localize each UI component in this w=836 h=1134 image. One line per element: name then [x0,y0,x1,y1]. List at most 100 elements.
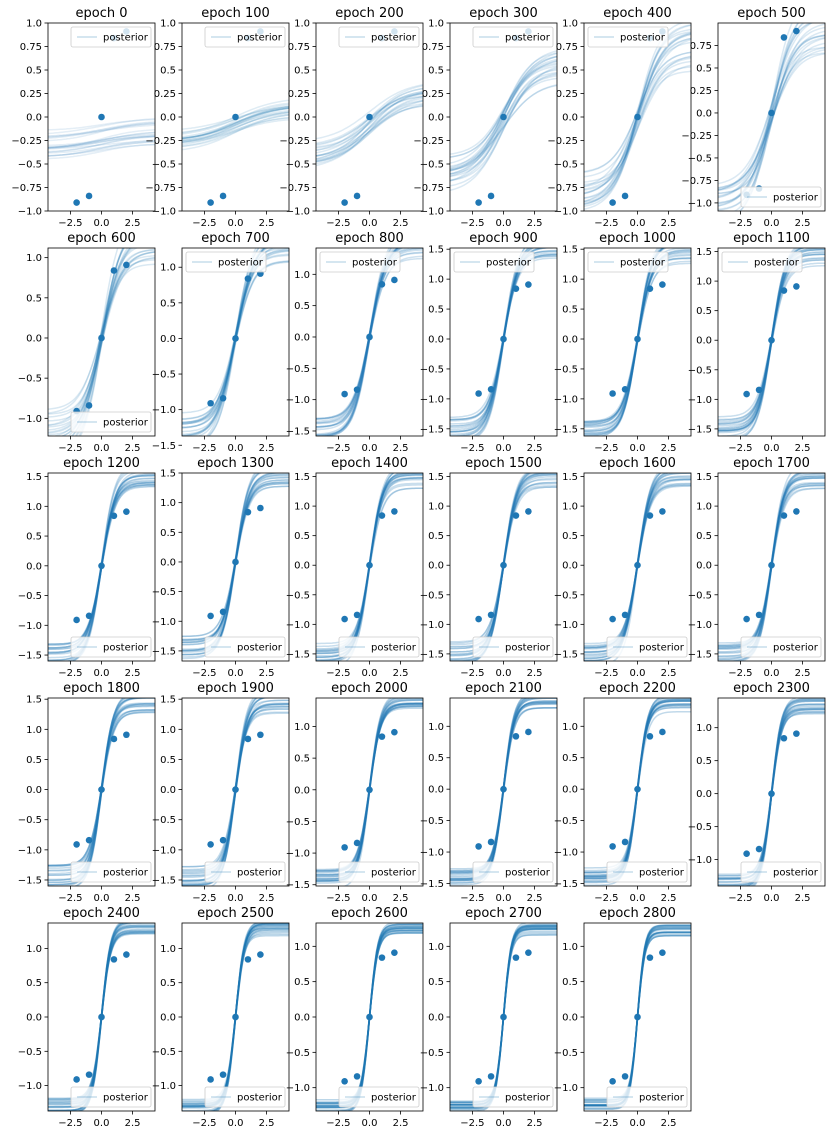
y-tick-label: −0.5 [152,370,176,381]
observed-point [487,611,495,619]
posterior-sample-line [182,107,289,140]
legend: posterior [606,861,688,883]
posterior-curves [450,50,557,192]
observed-point [110,512,118,520]
subplot: −2.5 0.0 2.5 −1.0 −0.75 −0.5 −0.25 0.0 0.25 0.5 0.… [413,6,558,229]
observed-point [219,394,227,402]
observed-point [85,612,93,620]
y-tick-label: 1.5 [696,247,712,258]
observed-point [123,951,130,958]
posterior-sample-line [316,103,423,160]
observed-point [525,281,532,288]
y-tick-label: −0.5 [420,364,444,375]
observed-point [341,1078,348,1085]
posterior-sample-line [48,122,155,139]
posterior-sample-line [48,133,155,147]
posterior-sample-line [584,66,691,183]
observed-point [73,616,80,624]
y-tick-label: 0.5 [294,531,310,542]
posterior-sample-line [718,23,814,191]
observed-point [110,735,118,743]
legend-label: posterior [237,1093,283,1104]
y-tick-label: −1.5 [18,875,42,886]
y-tick-label: 1.0 [160,263,176,274]
posterior-sample-line [718,49,825,191]
posterior-sample-line [48,134,155,148]
x-tick-label: 0.0 [496,218,512,229]
posterior-sample-line [738,23,825,211]
legend-label: posterior [486,258,532,269]
x-tick-label: 2.5 [125,218,141,229]
x-tick-label: 2.5 [527,668,543,679]
observed-point [512,954,520,961]
legend: posterior [70,1086,152,1108]
y-tick-label: −1.0 [688,620,712,631]
legend-label: posterior [103,33,149,44]
posterior-sample-line [316,477,423,661]
x-tick-label: 0.0 [630,893,646,904]
observed-point [512,733,520,740]
subplot-title: epoch 1300 [197,456,274,471]
y-tick-label: −0.5 [554,816,578,827]
observed-point [378,954,386,961]
x-tick-label: −2.5 [326,218,350,229]
x-tick-label: 2.5 [661,668,677,679]
observed-point [341,844,348,851]
y-tick-label: −1.5 [420,424,444,435]
observed-point [341,390,348,398]
y-tick-label: 0.0 [294,785,310,796]
x-tick-label: 0.0 [496,893,512,904]
subplot-title: epoch 100 [201,6,270,21]
posterior-sample-line [718,477,825,647]
posterior-sample-line [584,473,671,654]
posterior-sample-line [316,95,423,148]
x-tick-label: 2.5 [259,218,275,229]
y-tick-label: −1.0 [152,405,176,416]
posterior-sample-line [48,135,155,149]
y-tick-label: −0.5 [420,816,444,827]
legend-label: posterior [237,868,283,879]
observed-point [232,786,239,793]
observed-point [646,954,654,961]
posterior-sample-line [477,248,532,436]
subplot: −2.5 0.0 2.5 −1.5 −1.0 −0.5 0.0 0.5 1.0 1.5 epoch … [18,456,156,679]
x-tick-label: 0.0 [94,668,110,679]
y-tick-label: −0.75 [547,183,578,194]
legend: posterior [587,26,669,48]
y-tick-label: 1.0 [696,277,712,288]
posterior-sample-line [718,34,825,204]
x-tick-label: −2.5 [594,218,618,229]
y-tick-label: −1.0 [18,845,42,856]
observed-point [634,1013,641,1021]
y-tick-label: 1.5 [428,245,444,256]
y-tick-label: 1.0 [562,275,578,286]
y-tick-label: 0.5 [160,528,176,539]
x-tick-label: −2.5 [58,443,82,454]
y-tick-label: 1.0 [696,723,712,734]
observed-point [743,390,750,398]
y-tick-label: −1.5 [554,424,578,435]
y-tick-label: −0.25 [413,136,444,147]
observed-point [793,730,800,737]
posterior-sample-line [718,53,825,189]
posterior-sample-line [182,114,289,151]
observed-point [755,611,763,619]
legend: posterior [472,1086,554,1108]
y-tick-label: 1.0 [160,19,176,30]
observed-point [85,402,93,409]
subplot-title: epoch 1900 [197,681,274,696]
posterior-sample-line [48,256,155,433]
posterior-sample-line [182,476,289,640]
posterior-sample-line [182,711,289,875]
legend-label: posterior [505,643,551,654]
posterior-sample-line [450,65,557,158]
observed-point [500,561,507,569]
legend-box [338,636,420,658]
x-tick-label: 2.5 [125,668,141,679]
y-tick-label: −0.5 [18,374,42,385]
posterior-sample-line [450,69,557,178]
observed-point [609,843,616,850]
observed-point [341,199,348,206]
x-tick-label: 0.0 [764,893,780,904]
